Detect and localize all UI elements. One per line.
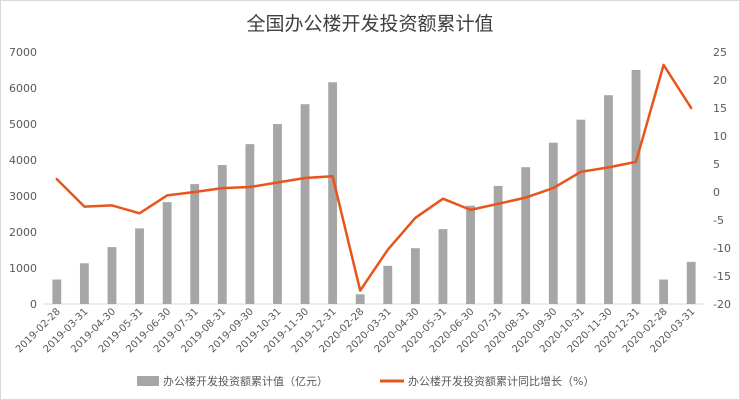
bar [576, 119, 586, 305]
bar [410, 248, 420, 304]
bar [604, 95, 613, 304]
left-tick-label: 3000 [9, 190, 37, 203]
bar [79, 263, 89, 304]
bar [548, 142, 558, 304]
bar [686, 261, 696, 304]
left-tick-label: 7000 [9, 46, 37, 59]
line-series [55, 63, 693, 292]
right-tick-label: -5 [713, 214, 724, 227]
right-tick-label: 25 [713, 46, 727, 59]
legend-label-bar: 办公楼开发投资额累计值（亿元） [163, 374, 328, 388]
right-tick-label: 15 [713, 102, 727, 115]
bar [466, 205, 475, 304]
bar [300, 104, 310, 304]
bar [521, 167, 531, 304]
bar [659, 279, 669, 304]
legend-label-line: 办公楼开发投资额累计同比增长（%） [408, 374, 594, 388]
bar [493, 185, 503, 304]
legend-swatch-bar [137, 376, 159, 386]
left-tick-label: 2000 [9, 226, 37, 239]
bar [273, 124, 282, 304]
bar [107, 247, 117, 304]
left-tick-label: 6000 [9, 82, 37, 95]
chart-title: 全国办公楼开发投资额累计值 [246, 13, 494, 35]
bar-series [52, 70, 696, 305]
left-tick-label: 1000 [9, 262, 37, 275]
left-tick-label: 0 [30, 298, 37, 311]
bar [52, 279, 62, 304]
bar [383, 265, 393, 304]
right-tick-label: 20 [713, 74, 727, 87]
bar [245, 144, 255, 304]
right-tick-label: 0 [713, 186, 720, 199]
right-tick-label: -15 [713, 270, 731, 283]
bar [190, 184, 200, 304]
line-path [55, 63, 693, 292]
right-tick-label: 10 [713, 130, 727, 143]
left-tick-label: 5000 [9, 118, 37, 131]
legend: 办公楼开发投资额累计值（亿元） 办公楼开发投资额累计同比增长（%） [137, 374, 594, 388]
right-tick-label: -20 [713, 298, 731, 311]
bar [438, 229, 448, 304]
left-tick-label: 4000 [9, 154, 37, 167]
left-axis: 0 1000 2000 3000 4000 5000 6000 7000 [9, 46, 37, 311]
bar [135, 228, 144, 304]
right-tick-label: 5 [713, 158, 720, 171]
bar [355, 294, 365, 304]
bar [631, 70, 641, 304]
x-axis-ticks: 2019-02-282019-03-312019-04-302019-05-31… [14, 306, 697, 355]
right-axis: -20 -15 -10 -5 0 5 10 15 20 25 [713, 46, 731, 311]
bar [217, 165, 227, 304]
right-tick-label: -10 [713, 242, 731, 255]
bar [162, 202, 172, 304]
bar [328, 82, 338, 305]
